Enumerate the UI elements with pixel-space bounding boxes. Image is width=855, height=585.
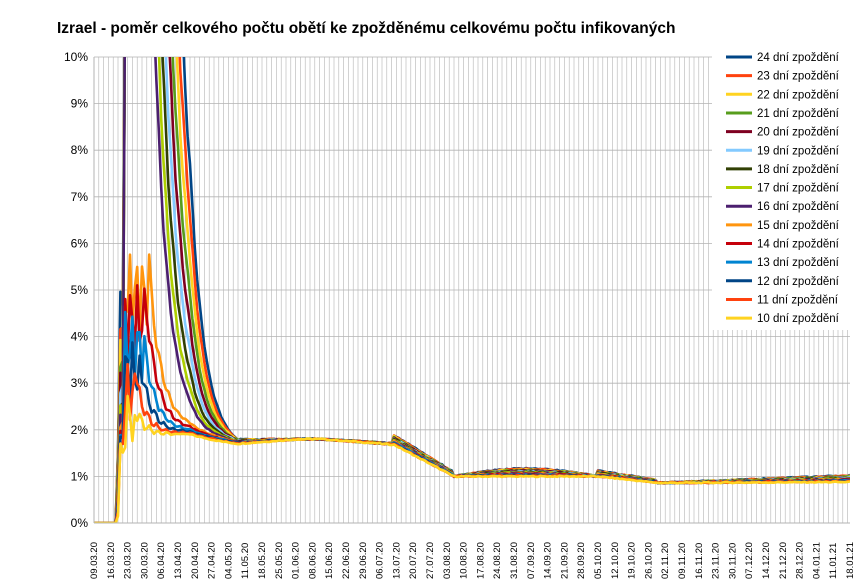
y-tick-label: 0% — [71, 516, 89, 530]
series-line — [94, 394, 850, 523]
y-tick-label: 3% — [71, 376, 89, 390]
legend-entry: 14 dní zpoždění — [757, 239, 840, 251]
x-tick-label: 13.04.20 — [173, 542, 184, 579]
x-tick-label: 27.07.20 — [425, 542, 436, 579]
x-tick-label: 20.07.20 — [408, 542, 419, 579]
y-tick-label: 5% — [71, 283, 89, 297]
legend-entry: 10 dní zpoždění — [757, 313, 840, 325]
y-tick-label: 1% — [71, 469, 89, 483]
x-tick-label: 22.06.20 — [341, 542, 352, 579]
legend-entry: 17 dní zpoždění — [757, 183, 840, 195]
x-tick-label: 14.09.20 — [543, 542, 554, 579]
legend-entry: 23 dní zpoždění — [757, 71, 840, 83]
axes — [93, 57, 850, 524]
legend-entry: 15 dní zpoždění — [757, 220, 840, 232]
y-tick-label: 6% — [71, 236, 89, 250]
x-tick-label: 23.03.20 — [123, 542, 134, 579]
y-tick-label: 2% — [71, 423, 89, 437]
x-tick-label: 04.01.21 — [811, 542, 822, 579]
y-tick-label: 8% — [71, 143, 89, 157]
x-tick-label: 28.09.20 — [576, 542, 587, 579]
x-tick-label: 13.07.20 — [391, 542, 402, 579]
legend-entry: 21 dní zpoždění — [757, 108, 840, 120]
legend-entry: 18 dní zpoždění — [757, 164, 840, 176]
x-tick-label: 05.10.20 — [593, 542, 604, 579]
x-tick-label: 27.04.20 — [207, 542, 218, 579]
x-axis-ticks: 09.03.20 16.03.20 23.03.20 30.03.20 06.04.20… — [89, 542, 855, 579]
x-tick-label: 09.03.20 — [89, 542, 100, 579]
x-tick-label: 20.04.20 — [190, 542, 201, 579]
y-tick-label: 7% — [71, 190, 89, 204]
legend-entry: 11 dní zpoždění — [757, 294, 839, 306]
x-tick-label: 18.05.20 — [257, 542, 268, 579]
legend-entry: 24 dní zpoždění — [757, 52, 840, 64]
x-tick-label: 25.05.20 — [274, 542, 285, 579]
x-tick-label: 16.11.20 — [694, 543, 705, 579]
x-tick-label: 19.10.20 — [627, 542, 638, 579]
x-tick-label: 31.08.20 — [509, 542, 520, 579]
x-tick-label: 21.09.20 — [559, 542, 570, 579]
x-tick-label: 30.03.20 — [139, 542, 150, 579]
legend-entry: 20 dní zpoždění — [757, 127, 840, 139]
legend: 24 dní zpoždění 23 dní zpoždění 22 dní zpo… — [712, 44, 855, 330]
x-tick-label: 04.05.20 — [223, 542, 234, 579]
x-tick-label: 17.08.20 — [475, 542, 486, 579]
x-tick-label: 30.11.20 — [727, 543, 738, 579]
x-tick-label: 07.12.20 — [744, 542, 755, 579]
x-tick-label: 10.08.20 — [459, 542, 470, 579]
x-tick-label: 11.05.20 — [240, 543, 251, 579]
legend-entry: 19 dní zpoždění — [757, 145, 840, 157]
x-tick-label: 26.10.20 — [643, 542, 654, 579]
y-tick-label: 10% — [64, 50, 88, 64]
x-tick-label: 29.06.20 — [358, 542, 369, 579]
x-tick-label: 06.07.20 — [375, 542, 386, 579]
x-tick-label: 24.08.20 — [492, 542, 503, 579]
x-tick-label: 06.04.20 — [156, 542, 167, 579]
x-tick-label: 15.06.20 — [324, 542, 335, 579]
x-tick-label: 16.03.20 — [106, 542, 117, 579]
x-tick-label: 21.12.20 — [778, 542, 789, 579]
y-tick-label: 9% — [71, 97, 89, 111]
y-tick-label: 4% — [71, 330, 89, 344]
x-tick-label: 14.12.20 — [761, 542, 772, 579]
x-tick-label: 18.01.21 — [845, 542, 855, 579]
x-tick-label: 28.12.20 — [795, 542, 806, 579]
series-lines — [94, 57, 850, 523]
x-tick-label: 08.06.20 — [307, 542, 318, 579]
x-tick-label: 01.06.20 — [291, 542, 302, 579]
x-tick-label: 03.08.20 — [442, 542, 453, 579]
legend-entry: 13 dní zpoždění — [757, 257, 840, 269]
x-tick-label: 11.01.21 — [828, 543, 839, 579]
x-tick-label: 23.11.20 — [711, 543, 722, 579]
chart-title: Izrael - poměr celkového počtu obětí ke … — [57, 20, 675, 37]
legend-entry: 12 dní zpoždění — [757, 276, 840, 288]
x-tick-label: 12.10.20 — [610, 542, 621, 579]
x-tick-label: 02.11.20 — [660, 543, 671, 579]
y-axis-ticks: 0% 1% 2% 3% 4% 5% 6% 7% 8% 9% 10% — [64, 50, 88, 530]
x-tick-label: 07.09.20 — [526, 542, 537, 579]
legend-entry: 22 dní zpoždění — [757, 89, 840, 101]
legend-entry: 16 dní zpoždění — [757, 201, 840, 213]
x-tick-label: 09.11.20 — [677, 543, 688, 579]
